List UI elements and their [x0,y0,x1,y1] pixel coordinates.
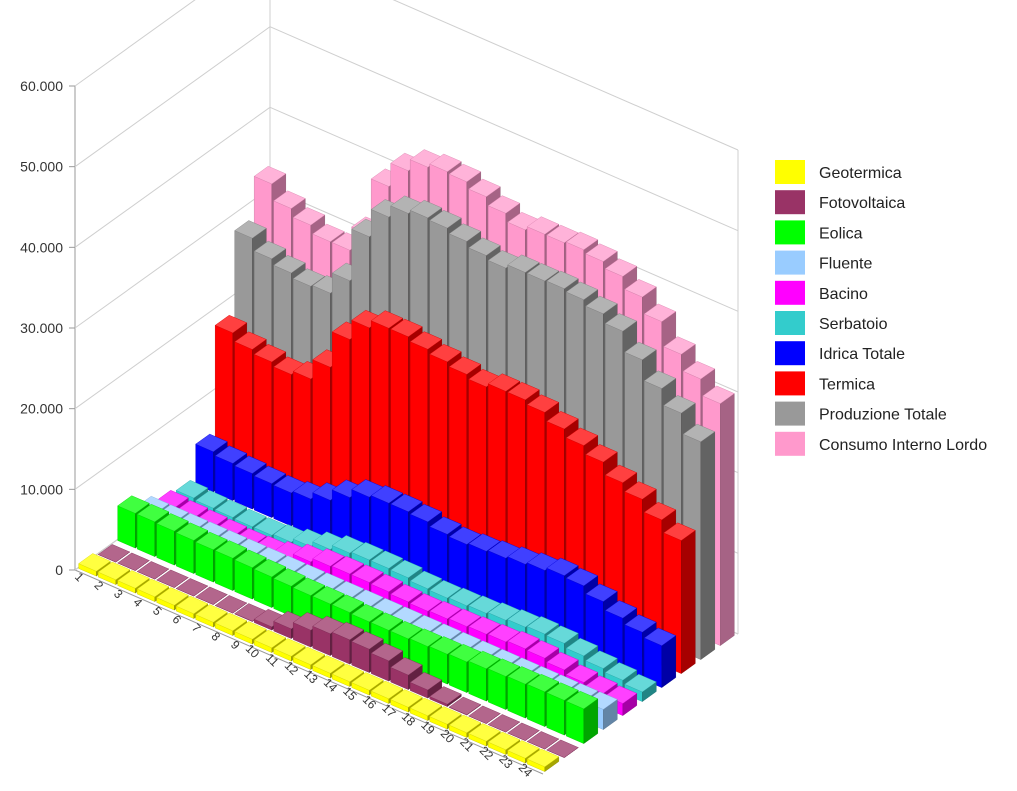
bar [156,587,189,611]
legend-swatch [775,401,805,426]
y-tick-label: 20.000 [20,401,63,417]
legend-label: Eolica [819,225,863,242]
bar [487,714,521,733]
bar [214,595,248,614]
legend: Geotermica Fotovoltaica Eolica Fluente Bacin… [775,160,987,456]
legend-label: Serbatoio [819,316,888,333]
legend-item: Produzione Totale [775,401,947,426]
legend-label: Idrica Totale [819,346,905,363]
x-tick-label: 4 [130,595,145,610]
legend-swatch [775,371,805,396]
legend-item: Serbatoio [775,311,888,335]
bar [624,673,657,702]
y-tick-label: 40.000 [20,239,63,255]
bar [643,627,677,688]
bar [448,696,482,716]
bar [409,672,443,699]
bar [195,586,228,605]
legend-label: Termica [819,376,875,393]
legend-item: Fluente [775,250,872,275]
x-axis-line [74,569,544,775]
gridline [74,26,739,232]
legend-item: Idrica Totale [775,341,905,366]
bar [136,561,170,580]
legend-label: Bacino [819,286,868,303]
legend-item: Fotovoltaica [775,190,905,215]
legend-label: Produzione Totale [819,407,947,424]
bar [468,705,501,724]
y-tick-label: 10.000 [20,481,63,497]
legend-item: Geotermica [775,160,902,184]
legend-swatch [775,280,805,305]
bar [546,739,579,758]
gridline [74,0,739,151]
x-tick-label: 6 [169,612,184,627]
legend-label: Consumo Interno Lordo [819,437,987,454]
x-tick-label: 1 [72,570,87,585]
bar [507,722,540,741]
legend-label: Geotermica [819,165,902,182]
legend-item: Consumo Interno Lordo [775,431,987,456]
legend-swatch [775,341,805,366]
x-tick-label: 2 [91,578,106,593]
bar [175,578,209,597]
bar [156,569,189,588]
bar [526,731,560,750]
legend-item: Termica [775,371,875,396]
x-tick-label: 3 [111,587,126,602]
x-tick-label: 5 [150,604,165,619]
legend-label: Fluente [819,256,872,273]
legend-swatch [775,220,805,245]
bar [565,690,599,744]
legend-item: Eolica [775,220,863,245]
y-axis-ticks: 0 10.000 20.000 30.000 40.000 50.000 60.000 [20,78,75,578]
y-tick-label: 0 [55,562,63,578]
y-tick-label: 30.000 [20,320,63,336]
series-idrica-totale [195,433,677,688]
bar [97,561,131,585]
legend-swatch [775,190,805,215]
y-tick-label: 60.000 [20,78,63,94]
series-geotermica [78,553,560,772]
legend-swatch [775,431,805,456]
bar [117,552,150,571]
legend-swatch [775,250,805,275]
bar [97,544,131,563]
chart-bars [78,149,735,772]
legend-item: Bacino [775,280,868,305]
x-tick-label: 8 [208,629,223,644]
legend-swatch [775,160,805,184]
x-tick-label: 7 [189,621,204,636]
bar [526,748,560,772]
series-fotovoltaica [97,544,579,758]
y-tick-label: 50.000 [20,159,63,175]
x-tick-label: 9 [228,638,243,653]
bar [429,686,462,707]
legend-swatch [775,311,805,335]
bar [273,638,306,662]
legend-label: Fotovoltaica [819,195,905,212]
